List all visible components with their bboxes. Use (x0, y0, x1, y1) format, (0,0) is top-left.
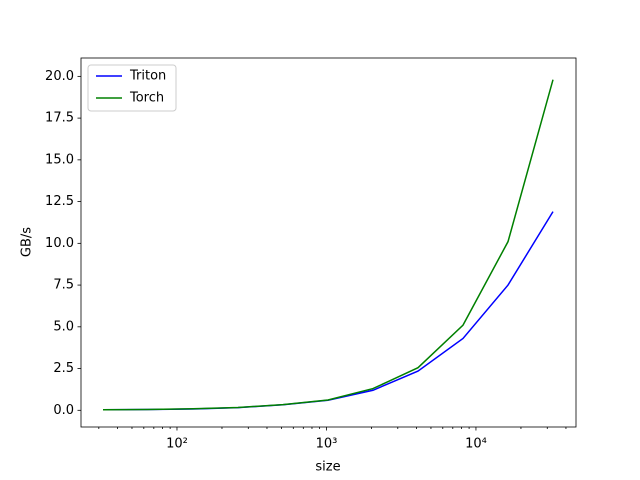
x-tick-label: 10² (166, 437, 188, 452)
y-tick-label: 17.5 (45, 111, 74, 126)
data-line (103, 211, 554, 411)
y-tick-label: 10.0 (45, 236, 74, 251)
plot-frame (80, 57, 577, 428)
y-tick-label: 5.0 (53, 319, 74, 334)
y-tick-label: 0.0 (53, 403, 74, 418)
x-tick-label: 10³ (316, 437, 338, 452)
y-tick-label: 2.5 (53, 361, 74, 376)
y-tick-label: 7.5 (53, 278, 74, 293)
data-line (103, 79, 554, 411)
y-tick-label: 12.5 (45, 194, 74, 209)
y-axis-label: GB/s (20, 227, 35, 257)
y-tick-label: 20.0 (45, 69, 74, 84)
y-tick-label: 15.0 (45, 152, 74, 167)
legend-label: Triton (129, 69, 166, 84)
x-tick-label: 10⁴ (465, 437, 487, 452)
x-axis-label: size (315, 460, 340, 475)
legend-label: Torch (129, 91, 164, 106)
